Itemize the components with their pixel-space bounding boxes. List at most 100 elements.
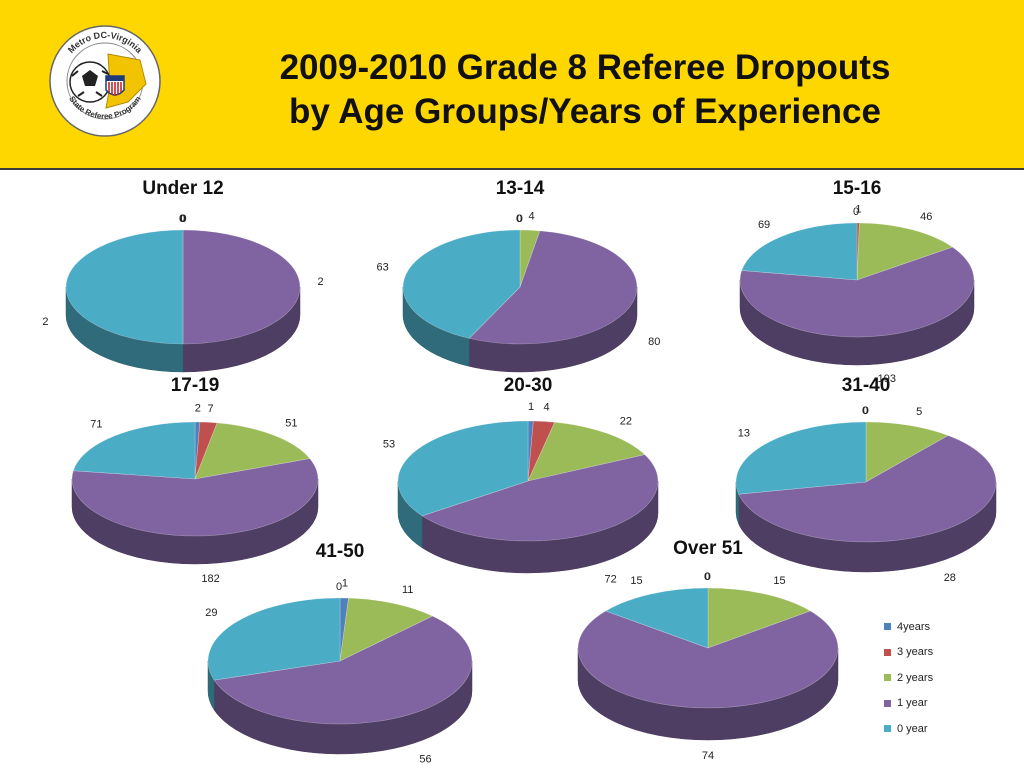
data-label-20-30-4years: 1 (528, 401, 534, 413)
data-label-13-14-1-year: 80 (648, 336, 660, 348)
pie-slice-17-19-4years (194, 421, 201, 480)
data-label-15-16-0-year: 69 (758, 219, 770, 231)
data-label-31-40-1-year: 28 (944, 572, 956, 584)
pie-slice-under-12-0-year (65, 229, 184, 345)
legend-swatch-4years (884, 623, 891, 631)
page-title: 2009-2010 Grade 8 Referee Dropouts by Ag… (150, 46, 1020, 134)
pie-slice-41-50-2-years (339, 597, 434, 662)
chart-title-13-14: 13-14 (495, 178, 545, 199)
data-label-over-51-4years: 0 (704, 571, 710, 583)
chart-title-over-51: Over 51 (673, 538, 743, 559)
pie-chart-41-50: 10 11 56 29 (205, 578, 473, 766)
data-label-15-16-3-years: 1 (855, 204, 861, 216)
data-label-under-12-1-year: 2 (318, 276, 324, 288)
data-label-13-14-2-years: 4 (528, 211, 534, 223)
data-label-31-40-4years: 0 (862, 405, 868, 417)
data-label-over-51-1-year: 74 (702, 750, 714, 762)
pie-slice-31-40-1-year (738, 435, 997, 543)
legend-item-3-years: 3 years (884, 640, 1014, 666)
legend-label-4years: 4years (897, 620, 931, 633)
data-label-under-12-2-years: 0 (181, 213, 187, 225)
data-label-13-14-0-year: 63 (377, 261, 389, 273)
pie-chart-20-30: 1 4 22 72 53 (383, 401, 659, 585)
data-label-41-50-2-years: 11 (402, 584, 413, 596)
referee-program-logo: Metro DC-Virginia State Referee Program (49, 25, 161, 137)
chart-title-15-16: 15-16 (832, 178, 882, 199)
data-label-17-19-2-years: 51 (285, 418, 297, 430)
data-label-13-14-3-years: 0 (517, 213, 523, 225)
legend-label-1-year: 1 year (897, 697, 928, 710)
title-line-1: 2009-2010 Grade 8 Referee Dropouts (279, 48, 891, 87)
chart-title-17-19: 17-19 (170, 375, 220, 396)
data-label-31-40-2-years: 5 (916, 406, 922, 418)
data-label-41-50-4years: 1 (342, 578, 348, 590)
pie-slice-15-16-1-year (739, 246, 975, 338)
pie-chart-17-19: 2 7 51 182 71 (71, 403, 319, 585)
pie-slice-31-40-0-year (735, 421, 867, 495)
legend-item-2-years: 2 years (884, 665, 1014, 691)
chart-title-31-40: 31-40 (841, 375, 891, 396)
pie-slice-41-50-1-year (213, 615, 473, 725)
title-line-2: by Age Groups/Years of Experience (289, 92, 881, 131)
legend-label-0-year: 0 year (897, 722, 928, 735)
pie-slice-over-51-2-years (707, 587, 812, 649)
data-label-over-51-3-years: 0 (705, 571, 711, 583)
legend-swatch-2-years (884, 674, 891, 682)
legend-label-2-years: 2 years (897, 671, 934, 684)
data-label-15-16-4years: 0 (853, 206, 859, 218)
data-label-over-51-2-years: 15 (773, 575, 785, 587)
pie-slice-20-30-4years (527, 420, 534, 482)
data-label-under-12-3-years: 0 (180, 213, 186, 225)
pie-slice-15-16-2-years (856, 222, 954, 281)
pie-slice-41-50-0-year (207, 597, 341, 681)
data-label-13-14-4years: 0 (516, 213, 522, 225)
legend-item-0-year: 0 year (884, 716, 1014, 742)
data-label-under-12-4years: 0 (179, 213, 185, 225)
legend-item-1-year: 1 year (884, 691, 1014, 717)
data-label-20-30-0-year: 53 (383, 438, 395, 450)
legend-item-4years: 4years (884, 614, 1014, 640)
chart-title-under-12: Under 12 (142, 178, 224, 199)
pie-slice-17-19-0-year (72, 421, 196, 480)
legend-label-3-years: 3 years (897, 646, 934, 659)
data-label-17-19-0-year: 71 (90, 418, 102, 430)
data-label-20-30-1-year: 72 (605, 573, 617, 585)
pie-slice-17-19-2-years (194, 422, 311, 480)
data-label-15-16-1-year: 193 (878, 373, 896, 385)
data-label-17-19-3-years: 7 (208, 403, 214, 415)
chart-title-41-50: 41-50 (315, 541, 365, 562)
data-label-20-30-3-years: 4 (543, 402, 549, 414)
data-label-20-30-2-years: 22 (620, 416, 632, 428)
legend-swatch-1-year (884, 699, 891, 707)
data-label-17-19-1-year: 182 (201, 573, 219, 585)
data-label-over-51-0-year: 15 (630, 575, 642, 587)
pie-slice-13-14-0-year (402, 229, 521, 339)
data-label-41-50-0-year: 29 (205, 607, 217, 619)
legend-swatch-3-years (884, 648, 891, 656)
pie-slice-15-16-0-year (741, 222, 858, 281)
pie-slice-13-14-1-year (468, 230, 638, 345)
pie-slice-over-51-0-year (604, 587, 709, 649)
pie-chart-15-16: 01 46 193 69 (739, 204, 975, 385)
data-label-under-12-0-year: 2 (42, 316, 48, 328)
pie-slice-over-51-1-year (577, 610, 839, 709)
pie-slice-20-30-0-year (397, 420, 529, 517)
pie-slice-17-19-1-year (71, 458, 319, 537)
data-label-31-40-3-years: 0 (863, 405, 869, 417)
data-label-41-50-1-year: 56 (419, 754, 431, 766)
pie-slice-20-30-1-year (421, 454, 659, 542)
pie-slice-41-50-4years (339, 597, 349, 662)
header-band: Metro DC-Virginia State Referee Program … (0, 0, 1024, 170)
pie-slice-20-30-3-years (527, 420, 556, 482)
data-label-31-40-0-year: 13 (738, 428, 750, 440)
pie-slice-20-30-2-years (527, 421, 646, 482)
data-label-41-50-3-years: 0 (336, 581, 342, 593)
data-label-17-19-4years: 2 (195, 403, 201, 415)
data-label-15-16-2-years: 46 (920, 211, 932, 223)
pie-slice-under-12-1-year (182, 229, 301, 345)
